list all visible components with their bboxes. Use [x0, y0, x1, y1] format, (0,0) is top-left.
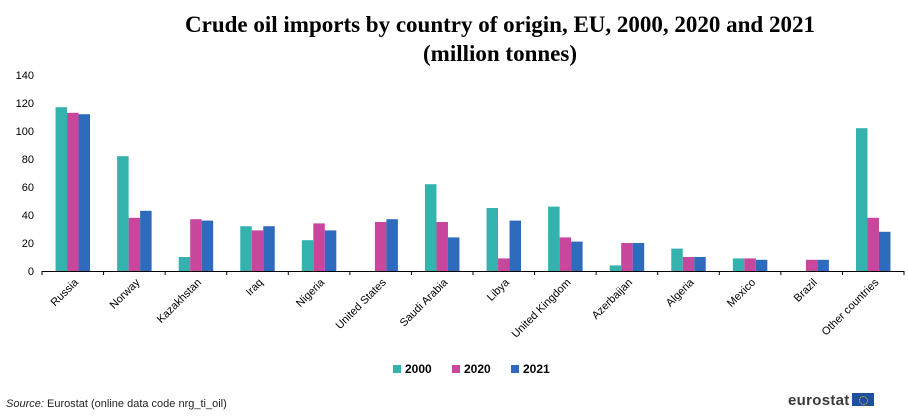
x-tick-label: Algeria	[664, 276, 697, 309]
bar	[301, 240, 314, 271]
x-tick-label: Other countries	[820, 276, 882, 338]
bar	[559, 237, 572, 271]
y-tick-label: 100	[16, 126, 34, 138]
bars	[55, 107, 891, 271]
bar	[374, 222, 387, 271]
bar	[805, 259, 818, 271]
bar	[755, 259, 768, 271]
bar	[78, 114, 91, 271]
y-axis: 0 20 40 60 80 100 120 140	[16, 70, 34, 278]
bar	[128, 217, 141, 271]
x-tick-label: Mexico	[725, 277, 758, 310]
bar	[436, 222, 448, 271]
y-tick-label: 140	[16, 70, 34, 82]
bar	[67, 112, 79, 271]
x-tick-label: Russia	[49, 276, 82, 309]
bar	[386, 219, 398, 271]
bar	[878, 231, 891, 271]
bar	[178, 257, 191, 271]
bar	[671, 248, 683, 271]
logo-text: eurostat	[788, 392, 850, 409]
x-tick-label: United Kingdom	[510, 277, 574, 341]
x-tick-label: Libya	[485, 276, 513, 304]
source-label: Source:	[6, 398, 44, 410]
x-tick-label: Saudi Arabia	[398, 276, 451, 329]
bar	[447, 237, 460, 271]
x-tick-label: Azerbaijan	[590, 277, 635, 322]
bar	[509, 220, 522, 271]
x-tick-label: Kazakhstan	[155, 277, 204, 326]
source-text: Eurostat (online data code nrg_ti_oil)	[46, 398, 227, 410]
eu-flag-icon	[851, 393, 874, 406]
bar	[324, 230, 337, 271]
chart-subtitle: (million tonnes)	[423, 41, 577, 66]
legend-label: 2020	[464, 362, 491, 376]
bar	[424, 184, 437, 271]
bar	[117, 156, 129, 271]
bar	[855, 128, 868, 271]
y-tick-label: 40	[22, 210, 34, 222]
bar	[240, 226, 252, 271]
bar	[55, 107, 68, 271]
x-tick-label: Norway	[108, 276, 143, 311]
bar	[632, 243, 645, 271]
y-tick-label: 0	[28, 266, 34, 278]
x-tick-label: Iraq	[244, 277, 266, 299]
legend-label: 2021	[523, 362, 550, 376]
y-tick-label: 60	[22, 182, 34, 194]
legend-label: 2000	[405, 362, 432, 376]
bar	[682, 257, 695, 271]
x-tick-label: United States	[334, 276, 390, 332]
y-tick-label: 20	[22, 238, 34, 250]
eurostat-logo: eurostat	[788, 392, 874, 409]
bar	[571, 241, 583, 271]
legend-swatch	[511, 365, 519, 373]
bar	[867, 217, 879, 271]
bar	[263, 226, 275, 271]
bar	[694, 257, 706, 271]
chart-title: Crude oil imports by country of origin, …	[100, 10, 900, 68]
x-axis: Russia Norway Kazakhstan Iraq Nigeria United …	[41, 271, 905, 341]
bar	[140, 210, 152, 271]
bar	[498, 258, 510, 271]
legend-swatch	[393, 365, 401, 373]
legend: 2000 2020 2021	[393, 362, 550, 376]
bar	[621, 243, 633, 271]
bar	[817, 259, 829, 271]
bar	[201, 220, 214, 271]
x-tick-label: Brazil	[792, 277, 820, 305]
y-tick-label: 120	[16, 98, 34, 110]
legend-swatch	[452, 365, 460, 373]
x-tick-label: Nigeria	[294, 276, 328, 310]
bar	[313, 223, 325, 271]
bar	[548, 206, 560, 271]
bar	[486, 208, 499, 271]
chart-title-main: Crude oil imports by country of origin, …	[185, 12, 815, 37]
bar	[609, 265, 622, 271]
y-tick-label: 80	[22, 154, 34, 166]
bar	[732, 258, 745, 271]
bar	[744, 258, 756, 271]
bar	[251, 230, 264, 271]
source-note: Source: Eurostat (online data code nrg_t…	[6, 398, 227, 410]
bar	[190, 219, 202, 271]
